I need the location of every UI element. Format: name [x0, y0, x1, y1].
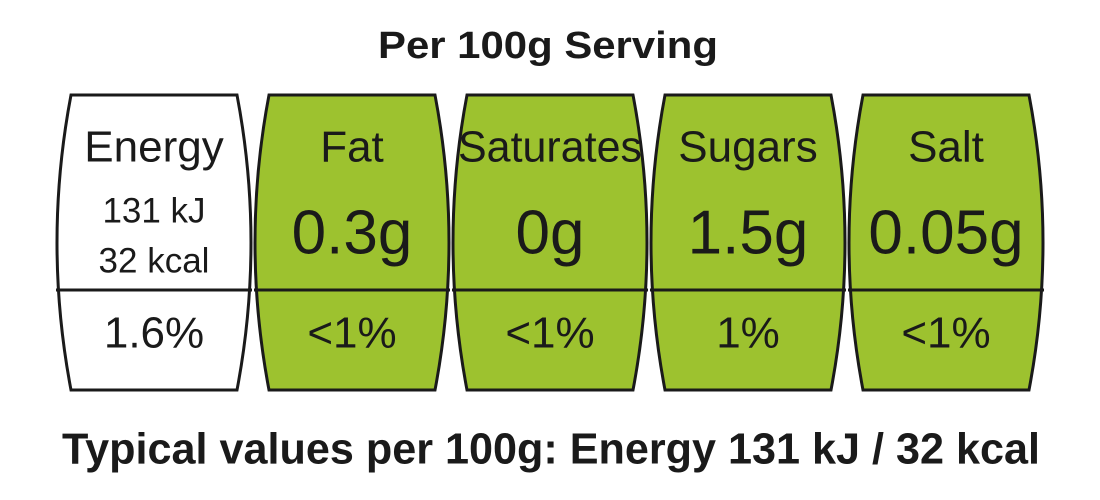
panel: Sugars 1.5g 1%	[649, 93, 847, 392]
amount: 0g	[516, 198, 585, 267]
panel-shape	[847, 93, 1045, 392]
amount: 0.05g	[868, 198, 1023, 267]
panel: Fat 0.3g <1%	[253, 93, 451, 392]
panel-shape	[253, 93, 451, 392]
title: Per 100g Serving	[378, 25, 718, 67]
footer: Typical values per 100g: Energy 131 kJ /…	[62, 425, 1040, 474]
percent: 1.6%	[104, 309, 204, 358]
panel: Energy 131 kJ 32 kcal 1.6%	[55, 93, 253, 392]
panel-shape	[649, 93, 847, 392]
percent: <1%	[307, 309, 396, 358]
nutrient-name: Fat	[320, 123, 384, 172]
nutrient-name: Sugars	[678, 123, 817, 172]
nutrient-name: Saturates	[458, 123, 642, 172]
percent: 1%	[716, 309, 780, 358]
panel: Saturates 0g <1%	[451, 93, 649, 392]
amount: 1.5g	[688, 198, 809, 267]
percent: <1%	[901, 309, 990, 358]
panel-shape	[55, 93, 253, 392]
energy-line: 32 kcal	[99, 241, 210, 280]
panel: Salt 0.05g <1%	[847, 93, 1045, 392]
nutrient-name: Energy	[84, 123, 223, 172]
nutrient-name: Salt	[908, 123, 984, 172]
amount: 0.3g	[292, 198, 413, 267]
energy-line: 131 kJ	[102, 191, 205, 230]
percent: <1%	[505, 309, 594, 358]
panel-shape	[451, 93, 649, 392]
